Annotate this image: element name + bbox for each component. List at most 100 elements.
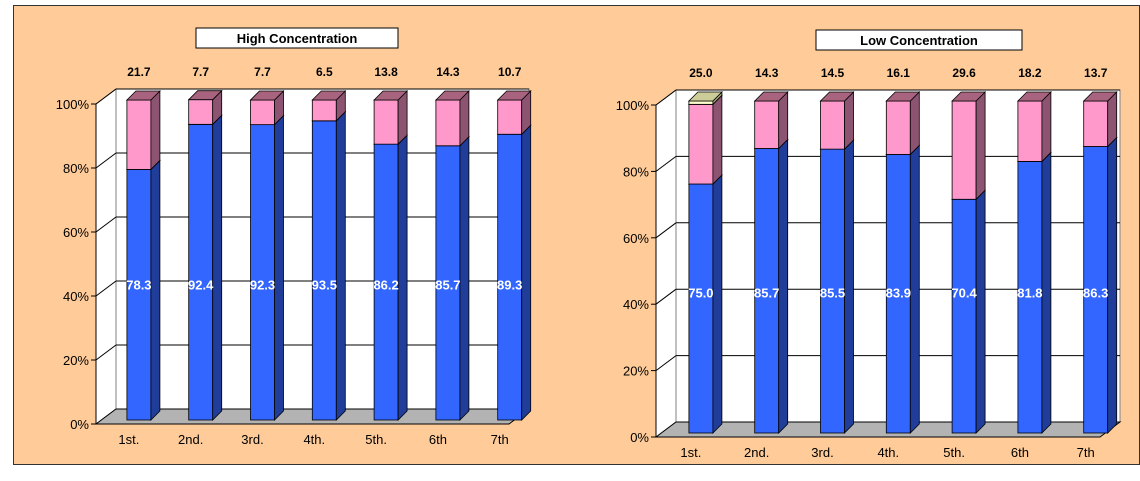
bar-segment-front (126, 169, 152, 421)
bar-segment-side (844, 91, 854, 151)
bar-segment-side (1041, 91, 1052, 163)
bar-segment-top (187, 90, 223, 101)
gridline-side (95, 344, 117, 361)
bar-segment-top (434, 90, 470, 101)
gridline-side (95, 88, 117, 105)
bar-segment-front (1083, 100, 1109, 147)
bar-segment-side (975, 91, 986, 201)
bar-value-label: 75.0 (688, 286, 713, 301)
bar-segment-front (373, 99, 399, 145)
bar-top-label: 14.3 (755, 66, 779, 80)
x-category-label: 4th. (877, 445, 899, 460)
bar-segment-top (687, 91, 723, 102)
bar-segment-side (1041, 151, 1052, 434)
y-tick-label: 100% (616, 98, 650, 113)
chart-title-box (195, 27, 399, 49)
x-category-label: 2nd. (744, 445, 769, 460)
bar-segment-front (688, 103, 714, 185)
bar-top-label: 6.5 (316, 65, 333, 79)
y-tick-label: 60% (623, 231, 649, 246)
x-category-label: 6th (429, 432, 447, 447)
bar-value-label: 86.2 (373, 278, 398, 293)
bar-segment-top (1082, 91, 1118, 102)
bar-segment-side (212, 114, 223, 421)
bar-segment-front (126, 99, 152, 170)
bar-segment-front (188, 99, 214, 125)
bar-top-label: 13.7 (1084, 66, 1108, 80)
bar-segment-front (688, 100, 714, 105)
bar-segment-side (274, 114, 284, 421)
bar-segment-front (497, 99, 523, 135)
bar-segment-side (459, 135, 470, 421)
chart-title-box (815, 29, 1023, 51)
bar-value-label: 78.3 (126, 278, 151, 293)
x-category-label: 5th. (943, 445, 965, 460)
bar-top-label: 10.7 (498, 65, 522, 79)
bar-segment-side (150, 90, 161, 171)
bar-top-label: 25.0 (689, 66, 713, 80)
gridline-side (655, 89, 677, 106)
gridline-side (655, 355, 677, 372)
bar-segment-top (885, 91, 921, 102)
gridline-side (95, 152, 117, 169)
bar-segment-front (951, 100, 977, 200)
bar-segment-side (150, 159, 161, 421)
bar-value-label: 86.3 (1083, 286, 1108, 301)
y-tick-label: 40% (63, 289, 89, 304)
bar-segment-side (712, 94, 723, 185)
bar-value-label: 70.4 (951, 286, 977, 301)
bar-top-label: 29.6 (952, 66, 976, 80)
bar-value-label: 83.9 (886, 286, 911, 301)
bar-segment-top (311, 90, 347, 101)
bar-segment-front (1017, 161, 1043, 434)
bar-segment-top (753, 91, 789, 102)
bar-segment-side (778, 138, 789, 434)
bar-segment-top (373, 90, 409, 101)
bar-value-label: 92.3 (250, 278, 275, 293)
bar-segment-side (844, 139, 854, 434)
y-tick-label: 20% (63, 353, 89, 368)
y-tick-label: 0% (70, 417, 89, 432)
x-category-label: 3rd. (811, 445, 833, 460)
gridline-side (95, 216, 117, 233)
y-tick-label: 40% (623, 297, 649, 312)
bar-segment-top (496, 90, 532, 101)
x-category-label: 2nd. (178, 432, 203, 447)
x-category-label: 5th. (365, 432, 387, 447)
y-tick-label: 100% (56, 97, 90, 112)
bar-segment-front (250, 124, 275, 421)
x-category-label: 4th. (303, 432, 325, 447)
gridline-side (655, 222, 677, 239)
gridline-side (655, 155, 677, 172)
bar-segment-side (397, 134, 408, 421)
bar-segment-front (754, 100, 780, 149)
bar-top-label: 14.3 (436, 65, 460, 79)
bar-top-label: 7.7 (254, 65, 271, 79)
y-tick-label: 80% (63, 161, 89, 176)
chart-side-wall (655, 89, 677, 438)
bar-segment-front (951, 198, 977, 434)
bar-segment-front (1017, 100, 1043, 162)
bar-value-label: 85.7 (435, 278, 460, 293)
bar-value-label: 81.8 (1017, 286, 1042, 301)
bar-value-label: 85.5 (820, 286, 845, 301)
bar-segment-top (125, 90, 161, 101)
x-category-label: 7th (491, 432, 509, 447)
bar-segment-front (688, 183, 714, 434)
bar-top-label: 7.7 (192, 65, 209, 79)
x-category-label: 1st. (118, 432, 139, 447)
bar-value-label: 92.4 (188, 278, 214, 293)
y-tick-label: 80% (623, 164, 649, 179)
bar-top-label: 21.7 (127, 65, 151, 79)
bar-segment-front (188, 123, 214, 421)
y-tick-label: 20% (623, 364, 649, 379)
bar-top-label: 14.5 (821, 66, 845, 80)
gridline-side (655, 288, 677, 305)
bar-segment-front (250, 99, 275, 126)
gridline-side (95, 280, 117, 297)
bar-segment-side (335, 110, 346, 421)
chart-title: High Concentration (237, 31, 358, 46)
bar-segment-front (885, 100, 911, 155)
x-category-label: 1st. (680, 445, 701, 460)
bar-segment-side (778, 91, 789, 150)
